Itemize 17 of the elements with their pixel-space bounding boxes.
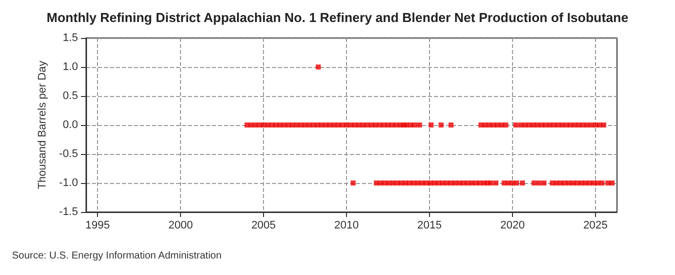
y-tick-label: -0.5 bbox=[59, 148, 78, 160]
y-tick-label: -1.0 bbox=[59, 177, 78, 189]
y-tick-label: -1.5 bbox=[59, 206, 78, 218]
source-note: Source: U.S. Energy Information Administration bbox=[12, 250, 222, 262]
y-tick-label: 0.5 bbox=[62, 90, 78, 102]
y-axis-title: Thousand Barrels per Day bbox=[36, 60, 49, 190]
x-tick-label: 2015 bbox=[417, 220, 442, 232]
y-tick-label: 0.0 bbox=[62, 119, 78, 131]
x-tick-label: 2020 bbox=[500, 220, 525, 232]
y-tick-label: 1.0 bbox=[62, 61, 78, 73]
x-tick-label: 2025 bbox=[583, 220, 608, 232]
x-tick-label: 2000 bbox=[168, 220, 193, 232]
x-tick-label: 1995 bbox=[85, 220, 110, 232]
x-tick-label: 2010 bbox=[334, 220, 359, 232]
chart-title: Monthly Refining District Appalachian No. 1 Refinery and Blender Net Production of Isobutane bbox=[46, 10, 628, 25]
x-tick-label: 2005 bbox=[251, 220, 276, 232]
y-tick-label: 1.5 bbox=[62, 32, 78, 44]
